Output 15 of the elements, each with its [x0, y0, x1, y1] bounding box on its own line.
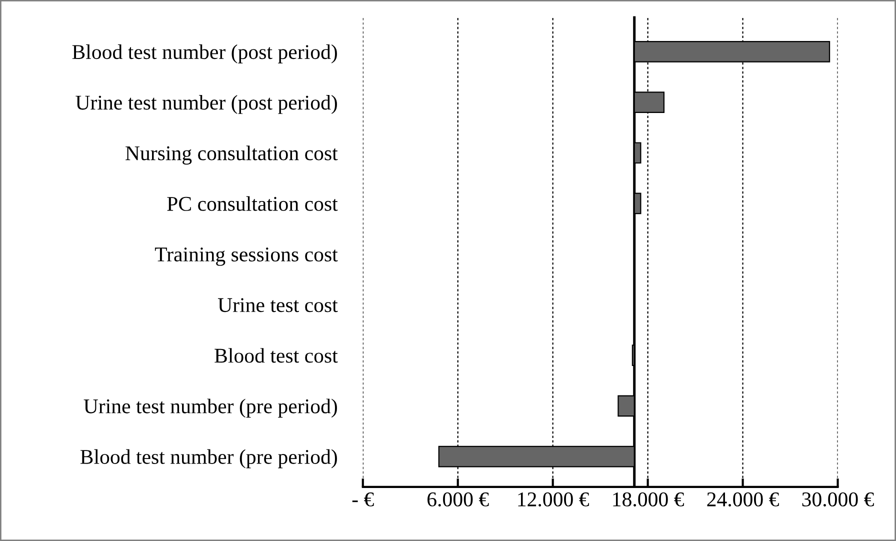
- y-tick-label: Training sessions cost: [154, 248, 338, 266]
- x-tick-label: 6.000 €: [428, 492, 489, 507]
- y-tick-label: Urine test number (pre period): [84, 398, 337, 418]
- y-tick-label: Blood test number (post period): [72, 44, 337, 64]
- x-tick-label: 30.000 €: [802, 492, 874, 507]
- y-tick-label: Blood test cost: [214, 348, 338, 363]
- x-tick-label: 24.000 €: [707, 492, 779, 507]
- y-tick-label: Urine test number (post period): [76, 95, 337, 114]
- x-tick-label: - €: [352, 492, 374, 506]
- x-tick-label: 12.000 €: [518, 492, 589, 507]
- x-tick-label: 18.000 €: [613, 492, 684, 507]
- y-tick-label: Nursing consultation cost: [126, 146, 338, 165]
- y-tick-label: Urine test cost: [218, 298, 338, 312]
- y-tick-label: Blood test number (pre period): [80, 449, 337, 468]
- y-tick-label: PC consultation cost: [167, 196, 338, 211]
